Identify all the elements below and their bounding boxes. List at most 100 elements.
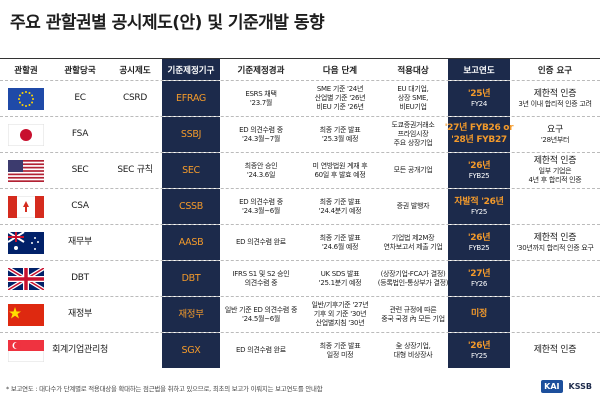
flag — [8, 339, 44, 362]
flag-cell — [0, 153, 52, 188]
cell-line: 제한적 인증 — [533, 232, 577, 243]
target: 全 상장기업, 대형 비상장사 — [378, 333, 448, 368]
report-year: 자발적 '26년 FY25 — [448, 189, 510, 224]
cell-line: 全 상장기업, — [395, 341, 431, 350]
next-step: 최종 기준 발표 '25.3월 예정 — [302, 117, 378, 152]
table-row: EC CSRD EFRAG ESRS 채택 '23.7월 SME 기준 '24년 산업별 기… — [0, 80, 600, 116]
cell-line: ED 의견수렴 중 — [239, 197, 283, 206]
cell-line: '24.6월 예정 — [321, 242, 359, 251]
target: (상장기업-FCA가 결정) (등록법인-통상부가 결정) — [377, 261, 449, 296]
next-step: UK SDS 발표 '25.1분기 예정 — [302, 261, 378, 296]
authority: 재무부 — [68, 236, 92, 247]
cell-line: '28년부터 — [540, 135, 570, 144]
cell-line: 일반/기후기준 '27년 — [311, 301, 369, 310]
cell-line: ED 의견수렴 완료 — [236, 346, 286, 355]
authority: FSA — [71, 128, 89, 139]
cell-line: 제한적 인증 — [533, 156, 577, 167]
cell-line: FYB25 — [468, 243, 490, 252]
cell-line: ESRS 채택 — [245, 89, 277, 98]
flag-cell — [0, 117, 52, 152]
flag-cell — [0, 189, 52, 224]
table-row: 회계기업관리청 SGX ED 의견수렴 완료 최종 기준 발표 일정 미정 全 상장기업,… — [0, 332, 600, 368]
cell-line: FY25 — [470, 207, 487, 216]
next-step: 최종 기준 발표 '24.6월 예정 — [302, 225, 378, 260]
next-step: 일반/기후기준 '27년 기후 외 기준 '30년 산업별지침 '30년 — [302, 297, 378, 332]
progress: ED 의견수렴 완료 — [220, 225, 302, 260]
flag — [8, 123, 44, 146]
cell-line: '26년 — [467, 340, 491, 351]
cell-line: 연차보고서 제출 기업 — [383, 242, 443, 251]
progress: IFRS S1 및 S2 승인 의견수렴 중 — [220, 261, 302, 296]
table-row: CSA CSSB ED 의견수렴 중 '24.3월~6월 최종 기준 발표 '24.4분기… — [0, 188, 600, 224]
table-row: 재무부 AASB ED 의견수렴 완료 최종 기준 발표 '24.6월 예정 기업법 제2… — [0, 224, 600, 260]
table-row: DBT DBT IFRS S1 및 S2 승인 의견수렴 중 UK SDS 발표 '25.… — [0, 260, 600, 296]
flag — [8, 267, 44, 290]
cell-line: 비EU 기준 '26년 — [316, 102, 364, 111]
cell-line: (상장기업-FCA가 결정) — [380, 269, 446, 278]
target: 도쿄증권거래소 프라임시장 주요 상장기업 — [378, 117, 448, 152]
cell-line: 산업별 기준 '26년 — [314, 94, 366, 103]
disclosure-system: SEC 규칙 — [117, 164, 153, 175]
flag-cell — [0, 297, 52, 332]
cell-line: 기후 외 기준 '30년 — [313, 310, 367, 319]
flag-cell — [0, 333, 52, 368]
cell-line: '24.3월~7월 — [241, 134, 280, 143]
logo: KSSB — [568, 382, 592, 391]
assurance: 제한적 인증 3년 이내 합리적 인증 고려 — [510, 81, 600, 116]
cell-line: 3년 이내 합리적 인증 고려 — [518, 99, 592, 108]
cell-line: 최종 기준 발표 — [319, 341, 361, 350]
cell-line: '25.1분기 예정 — [318, 278, 362, 287]
disclosure-system — [108, 261, 162, 296]
cell-line: 프라임시장 — [397, 130, 429, 139]
flag — [8, 159, 44, 182]
assurance: 제한적 인증 일부 기업은 4년 후 합리적 인증 — [510, 153, 600, 188]
cell-line: 일정 미정 — [326, 350, 354, 359]
target: 모든 공개기업 — [378, 153, 448, 188]
flag — [8, 87, 44, 110]
flag-cell — [0, 261, 52, 296]
standard-body: DBT — [162, 261, 220, 296]
cell-line: IFRS S1 및 S2 승인 — [232, 269, 290, 278]
column-header: 적용대상 — [397, 65, 429, 76]
standard-body: CSSB — [162, 189, 220, 224]
header-row: 관할권 관할당국 공시제도 기준제정기구 기준제정경과 다음 단계 적용대상 보고연도 인증 요… — [0, 58, 600, 80]
cell-line: FYB25 — [468, 171, 490, 180]
cell-line: '26년 — [467, 160, 491, 171]
cell-line: 상장 SME, — [397, 94, 429, 103]
cell-line: 미 연방법원 계재 후 — [312, 161, 368, 170]
next-step: 최종 기준 발표 '24.4분기 예정 — [302, 189, 378, 224]
cell-line: 자발적 '26년 — [454, 196, 504, 207]
progress: ED 의견수렴 중 '24.3월~6월 — [220, 189, 302, 224]
cell-line: (등록법인-통상부가 결정) — [377, 278, 449, 287]
assurance — [510, 189, 600, 224]
column-header: 보고연도 — [448, 59, 510, 80]
cell-line: FY25 — [470, 351, 487, 360]
report-year: '26년 FYB25 — [448, 225, 510, 260]
cell-line: 최종 기준 발표 — [319, 233, 361, 242]
footnote: * 보고연도 : 대다수가 단계별로 적용대상을 확대하는 점근법을 취하고 있… — [6, 385, 323, 393]
cell-line: '25년 — [467, 88, 491, 99]
standard-body: SSBJ — [162, 117, 220, 152]
authority: EC — [74, 92, 86, 103]
cell-line: 제한적 인증 — [533, 88, 577, 99]
disclosure-system — [108, 225, 162, 260]
cell-line: 산업별지침 '30년 — [315, 318, 365, 327]
disclosure-system — [108, 117, 162, 152]
progress: ED 의견수렴 완료 — [220, 333, 302, 368]
cell-line: 최종 기준 발표 — [319, 197, 361, 206]
authority: CSA — [71, 200, 89, 211]
target: 기업법 제2M장 연차보고서 제출 기업 — [378, 225, 448, 260]
cell-line: 요구 — [547, 124, 563, 135]
cell-line: '23.7월 — [249, 98, 273, 107]
assurance: 제한적 인증 '30년까지 합리적 인증 요구 — [510, 225, 600, 260]
cell-line: '28년 FYB27 — [451, 134, 507, 145]
cell-line: '24.4분기 예정 — [318, 206, 362, 215]
cell-line: '24.3.6일 — [246, 170, 276, 179]
assurance: 요구 '28년부터 — [510, 117, 600, 152]
cell-line: FY26 — [470, 279, 487, 288]
disclosure-system: CSRD — [123, 92, 147, 103]
column-header: 기준제정경과 — [237, 65, 285, 76]
cell-line: '27년 FYB26 or — [444, 123, 514, 134]
table-row: FSA SSBJ ED 의견수렴 중 '24.3월~7월 최종 기준 발표 '25.3월 … — [0, 116, 600, 152]
